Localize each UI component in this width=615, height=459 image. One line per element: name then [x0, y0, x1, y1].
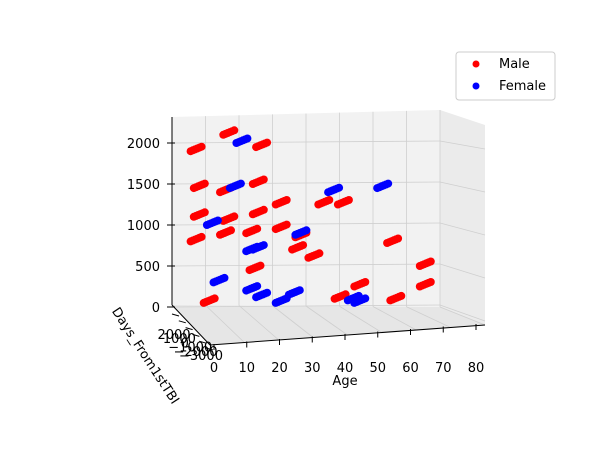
z-tick-label: 0 — [152, 301, 160, 316]
female-point — [253, 242, 262, 251]
male-point — [394, 234, 403, 243]
z-tick-label: 1000 — [127, 219, 160, 234]
z-grid-line-side — [439, 304, 486, 322]
data-points — [186, 126, 435, 307]
female-point — [213, 216, 222, 225]
x-grid-line-floor — [205, 304, 245, 343]
x-tick-label: 60 — [402, 361, 419, 376]
z-grid-line-side — [439, 181, 486, 193]
x-tick-label: 30 — [304, 361, 321, 376]
axis-lines — [171, 117, 486, 346]
male-point — [253, 224, 262, 233]
male-point — [299, 241, 308, 250]
z-tick-label: 2000 — [127, 137, 160, 152]
x-grid-line-floor — [339, 305, 383, 333]
male-point — [426, 257, 435, 266]
x-axis-label: Age — [332, 374, 357, 389]
x-tick-label: 40 — [337, 361, 354, 376]
x-tick-label: 10 — [238, 361, 255, 376]
male-point — [263, 138, 272, 147]
z-grid-line-side — [439, 263, 486, 279]
legend-label-male: Male — [499, 57, 530, 72]
legend-frame — [455, 51, 556, 101]
male-point — [315, 249, 324, 258]
y-tick-mark — [192, 333, 200, 337]
y-tick-mark — [205, 347, 214, 351]
legend-label-female: Female — [499, 79, 546, 94]
axes-panes — [172, 110, 485, 345]
male-point — [344, 196, 353, 204]
x-grid-line-floor — [439, 306, 486, 326]
x-tick-label: 70 — [435, 361, 452, 376]
female-point — [295, 286, 304, 295]
z-grid-line-side — [439, 222, 486, 236]
female-point — [282, 294, 291, 303]
female-point — [253, 282, 262, 291]
x-grid-line-floor — [272, 305, 314, 338]
x-tick-label: 20 — [271, 361, 288, 376]
x-tick-label: 80 — [468, 361, 485, 376]
z-grid-line-side — [439, 140, 486, 150]
y-axis-label: Days_From1stTBI — [108, 305, 182, 407]
z-tick-label: 500 — [135, 260, 160, 275]
female-point — [220, 273, 229, 282]
female-point — [263, 288, 272, 297]
z-tick-label: 1500 — [127, 178, 160, 193]
y-tick-mark — [178, 320, 186, 324]
y-tick-mark — [171, 313, 180, 317]
female-point — [361, 294, 370, 303]
male-point — [210, 294, 219, 303]
x-grid-line-floor — [406, 306, 451, 328]
female-point — [354, 291, 363, 300]
male-point — [197, 142, 206, 151]
female-point — [335, 183, 344, 192]
floor-pane — [172, 305, 485, 345]
y-axis-line — [171, 304, 211, 346]
female-point — [236, 179, 245, 188]
male-point — [200, 208, 209, 217]
x-grid-line-floor — [372, 306, 417, 331]
female-point — [302, 226, 311, 235]
x-tick-label: 50 — [369, 361, 386, 376]
male-point — [256, 261, 265, 270]
male-point — [325, 196, 334, 204]
male-point — [227, 226, 235, 235]
male-point — [426, 278, 435, 286]
y-tick-label: 1000 — [163, 332, 196, 347]
y-tick-label: 0 — [181, 336, 189, 351]
male-point — [361, 278, 370, 286]
female-point — [259, 241, 268, 250]
x-tick-label: 0 — [210, 361, 218, 376]
female-point — [243, 134, 252, 143]
male-point — [259, 175, 268, 184]
y-tick-label: −3000 — [179, 349, 223, 364]
male-point — [200, 179, 209, 188]
male-point — [282, 220, 291, 229]
legend-marker-male — [472, 60, 480, 68]
y-tick-label: 2000 — [157, 328, 190, 343]
x-grid-line-floor — [238, 305, 280, 341]
male-point — [397, 291, 406, 300]
male-point — [282, 196, 291, 204]
male-point — [259, 205, 268, 214]
male-point — [230, 212, 239, 221]
x-grid-line-floor — [305, 305, 348, 336]
legend-marker-female — [472, 82, 480, 90]
y-tick-label: −1000 — [168, 341, 212, 356]
male-point — [197, 232, 206, 241]
female-point — [384, 179, 393, 188]
side-pane — [440, 110, 485, 325]
legend: Male Female — [455, 51, 556, 101]
male-point — [230, 126, 239, 135]
y-tick-mark — [185, 327, 193, 331]
y-tick-mark — [199, 340, 207, 344]
x-axis-line — [209, 324, 486, 346]
